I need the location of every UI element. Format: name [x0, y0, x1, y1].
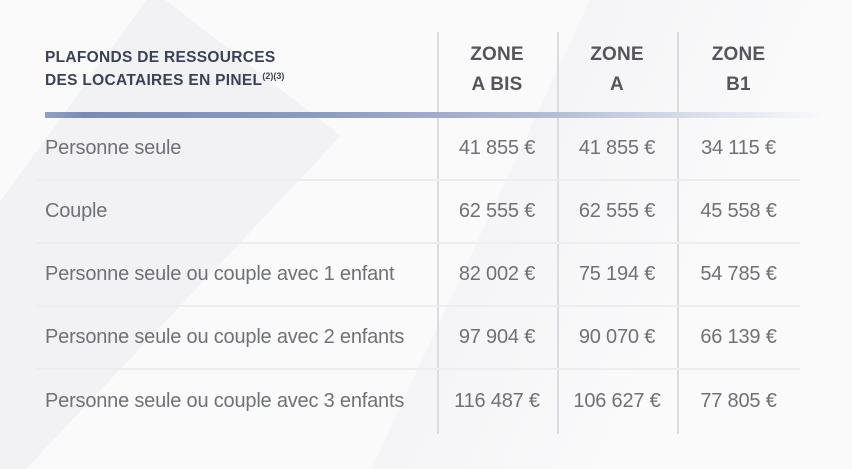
column-header-text: B1 [726, 74, 751, 95]
cell-zone-a: 75 194 € [578, 263, 656, 285]
table-header-row: PLAFONDS DE RESSOURCES DES LOCATAIRES EN… [37, 28, 800, 112]
row-label: Couple [45, 200, 108, 222]
cell-zone-b1: 34 115 € [701, 137, 776, 159]
column-divider-3 [677, 32, 679, 434]
table-row: Personne seule 41 855 € 41 855 € 34 115 … [37, 118, 800, 181]
column-header-zone-a: ZONE A [557, 40, 677, 101]
column-header-text: ZONE [470, 43, 524, 65]
column-header-text: ZONE [590, 43, 644, 65]
column-header-text: A BIS [471, 74, 523, 95]
column-header-zone-b1: ZONE B1 [677, 40, 800, 101]
cell-zone-a-bis: 82 002 € [458, 263, 536, 285]
row-label: Personne seule ou couple avec 3 enfants [45, 390, 405, 412]
row-label: Personne seule ou couple avec 1 enfant [45, 263, 395, 285]
cell-zone-a: 41 855 € [578, 137, 656, 159]
column-header-text: A [610, 74, 624, 95]
column-divider-1 [437, 32, 439, 434]
table-title-line1: PLAFONDS DE RESSOURCES [45, 49, 276, 67]
cell-zone-a-bis: 62 555 € [458, 200, 536, 222]
table-title-line2: DES LOCATAIRES EN PINEL [45, 72, 263, 90]
table-body: Personne seule 41 855 € 41 855 € 34 115 … [37, 118, 800, 433]
cell-zone-b1: 54 785 € [700, 263, 777, 285]
cell-zone-b1: 66 139 € [700, 326, 777, 348]
table-title: PLAFONDS DE RESSOURCES DES LOCATAIRES EN… [37, 47, 437, 92]
cell-zone-b1: 77 805 € [700, 390, 777, 412]
cell-zone-a: 106 627 € [573, 390, 661, 412]
table-row: Personne seule ou couple avec 2 enfants … [37, 307, 800, 370]
table: PLAFONDS DE RESSOURCES DES LOCATAIRES EN… [37, 28, 800, 433]
cell-zone-a-bis: 41 855 € [458, 137, 536, 159]
table-row: Personne seule ou couple avec 3 enfants … [37, 370, 800, 433]
cell-zone-a: 62 555 € [578, 200, 656, 222]
row-label: Personne seule ou couple avec 2 enfants [45, 326, 405, 348]
cell-zone-b1: 45 558 € [700, 200, 777, 222]
table-title-footnote-refs: (2)(3) [262, 70, 285, 81]
cell-zone-a-bis: 97 904 € [458, 326, 536, 348]
column-divider-2 [557, 32, 559, 434]
row-label: Personne seule [45, 137, 182, 159]
table-row: Couple 62 555 € 62 555 € 45 558 € [37, 181, 800, 244]
cell-zone-a: 90 070 € [578, 326, 656, 348]
column-header-text: ZONE [711, 43, 766, 65]
table-row: Personne seule ou couple avec 1 enfant 8… [37, 244, 800, 307]
cell-zone-a-bis: 116 487 € [454, 390, 540, 412]
column-header-zone-a-bis: ZONE A BIS [437, 40, 557, 101]
header-accent-bar [45, 112, 825, 118]
